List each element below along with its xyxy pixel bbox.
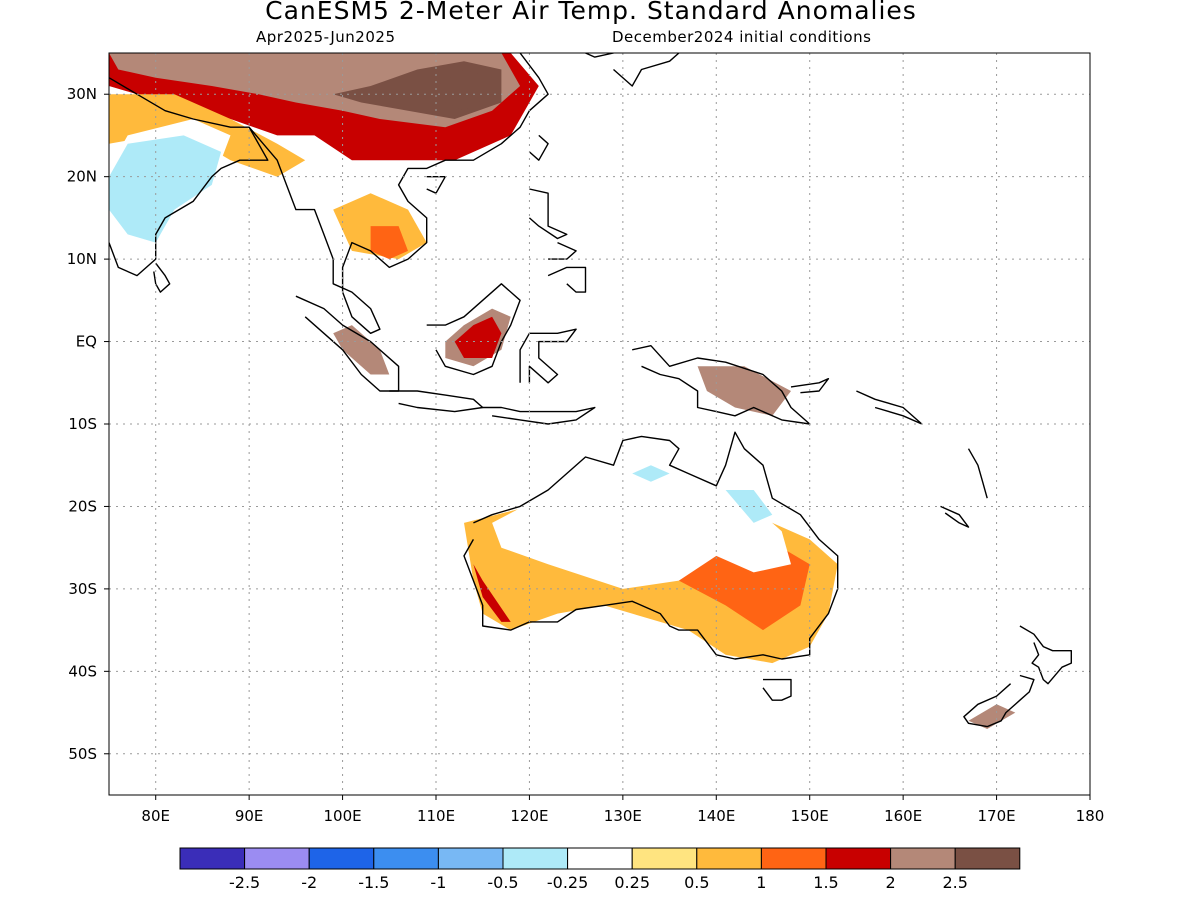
lat-tick-label: 30N xyxy=(67,85,97,103)
coastline-new-guinea xyxy=(632,345,811,425)
anomaly-aus-blue-east xyxy=(725,490,773,523)
legend-swatch xyxy=(179,847,246,870)
lat-tick-label: 10N xyxy=(67,250,97,268)
coastline-mainland-se-asia xyxy=(248,53,549,334)
legend-swatch xyxy=(437,847,504,870)
legend-label: 2.5 xyxy=(942,873,967,892)
coastline-java xyxy=(389,390,484,413)
lon-tick-label: 120E xyxy=(510,807,548,825)
lat-tick-label: 20S xyxy=(68,497,97,515)
coastline-nz-south xyxy=(963,674,1035,728)
coastline-new-caledonia xyxy=(940,505,970,528)
legend-label: -0.5 xyxy=(487,873,518,892)
legend-label: 1 xyxy=(756,873,766,892)
legend-swatch xyxy=(696,847,762,870)
legend-swatch xyxy=(631,847,698,870)
legend-swatch xyxy=(244,847,310,870)
legend-swatch xyxy=(308,847,375,870)
coastline-vanuatu-fiji-chain xyxy=(967,448,988,499)
legend-swatch xyxy=(825,847,892,870)
anomaly-india-blue xyxy=(109,135,222,243)
coastline-lesser-sunda xyxy=(482,406,596,425)
anomaly-indochina-orange xyxy=(370,226,408,260)
lon-tick-label: 130E xyxy=(604,807,642,825)
legend-label: 0.5 xyxy=(684,873,709,892)
forecast-period: Apr2025-Jun2025 xyxy=(256,28,396,46)
legend-label: 0.25 xyxy=(614,873,650,892)
coastline-borneo xyxy=(426,283,521,376)
lon-tick-label: 80E xyxy=(141,807,170,825)
coastline-taiwan xyxy=(528,134,549,161)
coastline-tasmania xyxy=(762,678,792,701)
coastline-solomons xyxy=(856,390,923,425)
coastline-philippines-mindanao xyxy=(547,266,587,293)
lat-tick-label: 10S xyxy=(68,415,97,433)
legend-label: 2 xyxy=(886,873,896,892)
anomaly-sumatra-red xyxy=(333,325,390,375)
legend-swatch xyxy=(502,847,569,870)
coastline-sulawesi xyxy=(519,328,577,384)
legend-swatch xyxy=(567,847,633,870)
legend-label: -0.25 xyxy=(547,873,588,892)
legend-swatch xyxy=(954,847,1021,870)
legend-label: -2.5 xyxy=(229,873,260,892)
lon-tick-label: 100E xyxy=(324,807,362,825)
lon-tick-label: 160E xyxy=(884,807,922,825)
color-legend: -2.5 -2 -1.5 -1 -0.5 -0.25 0.25 0.5 1 1.5 2 2.5 xyxy=(179,847,1021,892)
coastline-japan-south xyxy=(613,53,680,87)
lat-tick-label: 40S xyxy=(68,662,97,680)
coastlines xyxy=(109,53,1073,728)
graticule xyxy=(109,53,1090,795)
initial-conditions: December2024 initial conditions xyxy=(612,28,872,46)
anomaly-aus-blue-north xyxy=(632,465,670,482)
axis-ticks: 80E 90E 100E 110E 120E 130E 140E 150E 160E 170E 18… xyxy=(67,85,1105,825)
coastline-korea-south xyxy=(585,53,615,58)
legend-swatch xyxy=(373,847,439,870)
anomaly-borneo-orange xyxy=(454,316,502,358)
coastline-hainan xyxy=(426,175,446,194)
coastline-philippines-luzon xyxy=(528,188,568,240)
coastline-india xyxy=(109,77,269,277)
lon-tick-label: 180 xyxy=(1076,807,1105,825)
anomaly-aus-light-blue xyxy=(510,465,754,540)
lon-tick-label: 170E xyxy=(978,807,1016,825)
legend-label: -1 xyxy=(430,873,446,892)
coastline-new-britain xyxy=(790,378,830,394)
legend-label: -1.5 xyxy=(358,873,389,892)
legend-label: 1.5 xyxy=(813,873,838,892)
lon-tick-label: 140E xyxy=(697,807,735,825)
lon-tick-label: 110E xyxy=(417,807,455,825)
lat-tick-label: EQ xyxy=(76,333,97,351)
anomaly-china-darkbrown xyxy=(436,69,493,111)
anomaly-shading xyxy=(109,53,1016,729)
coastline-nz-north xyxy=(1019,625,1073,685)
page-title: CanESM5 2-Meter Air Temp. Standard Anoma… xyxy=(265,0,917,25)
lon-tick-label: 90E xyxy=(235,807,264,825)
lat-tick-label: 20N xyxy=(67,168,97,186)
lat-tick-label: 30S xyxy=(68,580,97,598)
legend-label: -2 xyxy=(301,873,317,892)
legend-swatch xyxy=(760,847,827,870)
legend-swatch xyxy=(890,847,956,870)
coastline-sri-lanka xyxy=(153,262,171,293)
lat-tick-label: 50S xyxy=(68,745,97,763)
lon-tick-label: 150E xyxy=(791,807,829,825)
anomaly-nz-red xyxy=(968,704,1016,729)
